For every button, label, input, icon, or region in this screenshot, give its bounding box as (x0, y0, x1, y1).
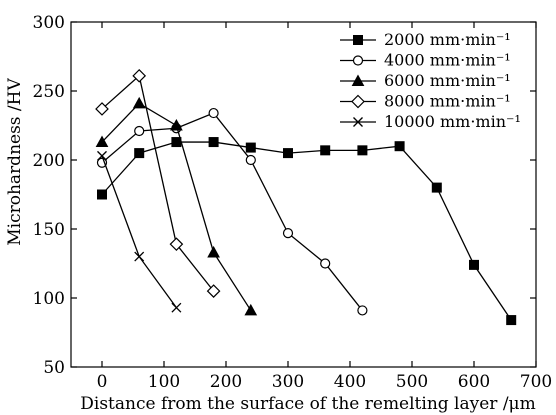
axes: 0 100 200 300 400 500 600 700 50 100 150 200 250 300 (33, 13, 553, 392)
y-tick-label: 200 (33, 151, 65, 171)
data-point (431, 182, 442, 193)
legend-label: 8000 mm·min⁻¹ (384, 92, 511, 111)
data-point (134, 251, 145, 262)
series-layer (95, 68, 517, 326)
x-tick-label: 200 (210, 372, 242, 392)
x-tick-label: 100 (148, 372, 180, 392)
data-point (394, 141, 405, 152)
data-point (132, 68, 147, 83)
data-point (95, 135, 109, 148)
legend-item: 6000 mm·min⁻¹ (340, 71, 511, 90)
data-point (469, 259, 479, 270)
data-point (357, 145, 368, 156)
legend-item: 10000 mm·min⁻¹ (340, 112, 521, 131)
y-axis-label: Microhardness /HV (5, 78, 25, 246)
data-point (134, 125, 145, 137)
data-point (169, 237, 184, 252)
y-tick-label: 150 (33, 220, 65, 240)
x-axis-label: Distance from the surface of the remelti… (80, 394, 535, 414)
series-2 (96, 107, 368, 316)
data-point (353, 35, 363, 45)
series-line (101, 74, 215, 292)
data-point (353, 117, 363, 127)
series-5 (97, 150, 182, 313)
data-point (171, 137, 182, 148)
legend-label: 2000 mm·min⁻¹ (384, 30, 511, 49)
cross-stroke (97, 150, 107, 161)
data-point (506, 315, 517, 326)
data-point (282, 228, 294, 239)
data-point (132, 96, 146, 109)
data-point (320, 258, 331, 269)
data-point (207, 245, 220, 258)
data-point (351, 94, 365, 109)
legend-label: 6000 mm·min⁻¹ (384, 71, 511, 90)
series-line (101, 102, 252, 311)
data-point (244, 303, 258, 316)
x-tick-label: 300 (272, 372, 304, 392)
data-point (97, 150, 107, 161)
plot-frame (70, 21, 537, 368)
x-tick-label: 400 (334, 372, 366, 392)
legend-label: 10000 mm·min⁻¹ (384, 112, 521, 131)
data-point (208, 137, 219, 148)
data-point (208, 107, 219, 119)
data-point (283, 148, 293, 159)
series-3 (95, 96, 258, 316)
data-point (351, 74, 365, 86)
x-tick-label: 700 (520, 372, 552, 392)
x-tick-label: 600 (458, 372, 490, 392)
y-tick-label: 100 (33, 289, 65, 309)
legend-item: 8000 mm·min⁻¹ (340, 92, 511, 111)
cross-stroke (171, 302, 182, 313)
data-point (171, 302, 182, 313)
series-4 (95, 68, 221, 298)
cross-stroke (134, 251, 145, 262)
series-1 (97, 137, 517, 326)
legend-item: 4000 mm·min⁻¹ (340, 51, 511, 70)
series-line (101, 141, 512, 321)
data-point (320, 145, 331, 156)
x-tick-label: 500 (396, 372, 428, 392)
y-tick-label: 250 (33, 82, 65, 102)
data-point (245, 154, 256, 166)
data-point (357, 305, 368, 316)
x-tick-label: 0 (97, 372, 108, 392)
y-tick-label: 300 (33, 13, 65, 33)
data-point (206, 284, 221, 298)
data-point (97, 189, 107, 200)
series-line (101, 155, 177, 309)
y-tick-label: 50 (43, 358, 65, 378)
legend-label: 4000 mm·min⁻¹ (384, 51, 511, 70)
data-point (95, 102, 109, 116)
series-line (101, 112, 363, 311)
cross-stroke (353, 117, 363, 127)
legend-item: 2000 mm·min⁻¹ (340, 30, 511, 49)
data-point (134, 148, 145, 159)
data-point (170, 118, 183, 131)
data-point (352, 55, 364, 66)
data-point (245, 142, 256, 153)
